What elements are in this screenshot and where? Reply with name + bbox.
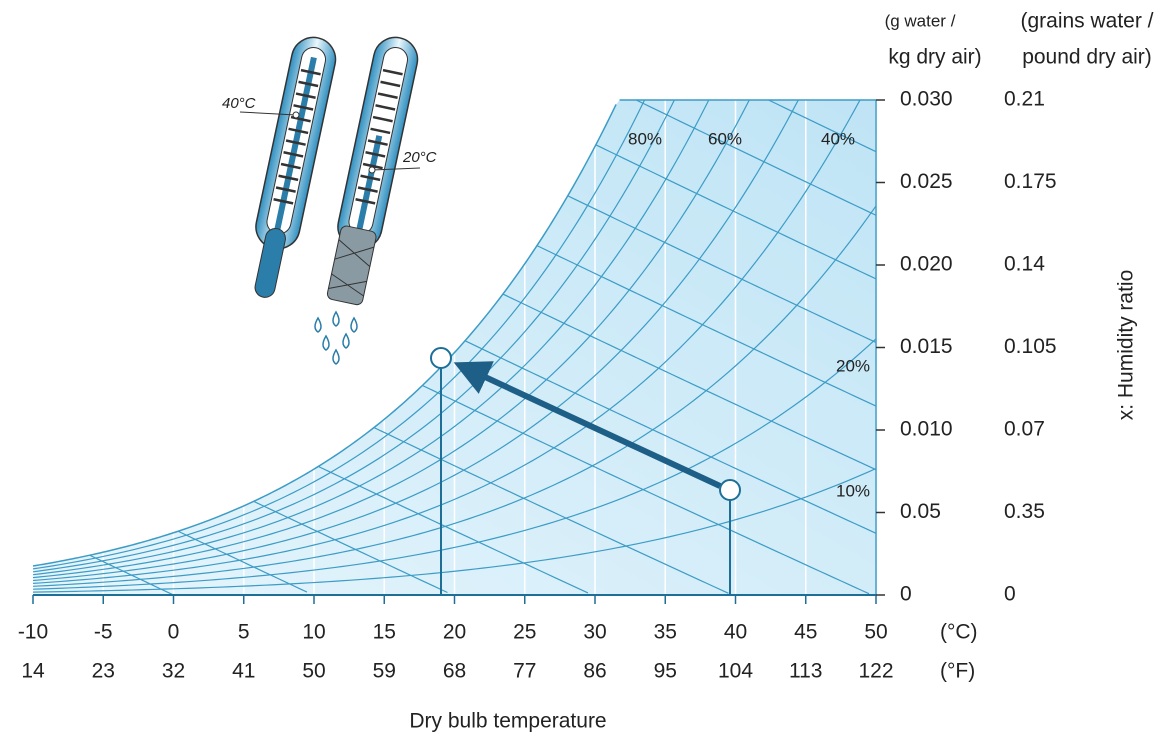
saturation-curve	[32, 104, 617, 567]
celsius-tick-label: 30	[583, 621, 606, 644]
celsius-tick-label: 15	[373, 621, 396, 644]
g-per-kg-tick-label: 0.025	[900, 170, 953, 193]
grains-tick-label: 0.14	[1004, 253, 1045, 276]
rh-label: 20%	[836, 356, 870, 375]
fahrenheit-tick-label: 122	[858, 660, 893, 683]
fahrenheit-tick-label: 50	[302, 660, 325, 683]
left-unit-line1: (g water /	[885, 11, 956, 30]
g-per-kg-tick-label: 0.020	[900, 253, 953, 276]
g-per-kg-tick-label: 0.015	[900, 335, 953, 358]
enthalpy-line	[33, 0, 876, 88]
rh-curve	[33, 100, 876, 573]
right-unit-line2: pound dry air)	[1022, 46, 1152, 69]
y-axis-title: x: Humidity ratio	[1115, 270, 1138, 421]
wet-temp-label: 20°C	[402, 149, 437, 166]
rh-curve	[33, 467, 876, 593]
fahrenheit-tick-label: 41	[232, 660, 255, 683]
celsius-tick-label: 25	[513, 621, 536, 644]
right-unit-line1: (grains water /	[1020, 10, 1153, 33]
enthalpy-line	[33, 100, 876, 280]
grains-tick-label: 0.21	[1004, 88, 1045, 111]
celsius-tick-label: 45	[794, 621, 817, 644]
celsius-tick-label: 35	[654, 621, 677, 644]
rh-label: 10%	[836, 481, 870, 500]
state-point	[430, 347, 452, 369]
state-point	[719, 479, 741, 501]
g-per-kg-tick-label: 0	[900, 583, 912, 606]
grains-tick-label: 0.35	[1004, 500, 1045, 523]
rh-label: 80%	[628, 129, 662, 148]
celsius-tick-label: -10	[18, 621, 48, 644]
rh-curve	[33, 100, 876, 576]
water-drops	[314, 310, 358, 365]
rh-label: 60%	[708, 129, 742, 148]
fahrenheit-tick-label: 77	[513, 660, 536, 683]
dry-temp-label: 40°C	[222, 95, 256, 112]
enthalpy-line	[33, 100, 876, 216]
celsius-tick-label: 10	[302, 621, 325, 644]
clipped-region	[33, 0, 876, 595]
fahrenheit-tick-label: 14	[21, 660, 45, 683]
fahrenheit-unit: (°F)	[940, 660, 975, 683]
rh-curve	[33, 205, 876, 587]
grains-tick-label: 0.07	[1004, 418, 1045, 441]
g-per-kg-tick-label: 0.030	[900, 88, 953, 111]
celsius-tick-label: 0	[168, 621, 180, 644]
enthalpy-line	[33, 0, 876, 24]
celsius-unit: (°C)	[940, 621, 978, 644]
celsius-tick-label: 50	[864, 621, 887, 644]
rh-label: 40%	[821, 129, 855, 148]
chart-area: -10 14 -5 23 0 32 5 41 10 50 15 59 20 68 25 77 30 86 35 95 4…	[18, 0, 1057, 683]
dry-thermometer	[254, 36, 337, 298]
celsius-tick-label: -5	[94, 621, 113, 644]
celsius-tick-label: 40	[724, 621, 747, 644]
fahrenheit-tick-label: 86	[583, 660, 606, 683]
fahrenheit-tick-label: 32	[162, 660, 185, 683]
fahrenheit-tick-label: 59	[373, 660, 396, 683]
g-per-kg-tick-label: 0.010	[900, 418, 953, 441]
rh-curve	[33, 100, 876, 579]
celsius-tick-label: 5	[238, 621, 250, 644]
celsius-tick-label: 20	[443, 621, 466, 644]
rh-curve	[33, 100, 876, 585]
rh-curve	[33, 100, 876, 582]
grains-tick-label: 0.105	[1004, 335, 1057, 358]
fahrenheit-tick-label: 113	[789, 660, 822, 683]
wet-thermometer	[326, 36, 419, 306]
grains-tick-label: 0.175	[1004, 170, 1057, 193]
fahrenheit-tick-label: 23	[92, 660, 115, 683]
x-axis-title: Dry bulb temperature	[409, 710, 606, 733]
fahrenheit-tick-label: 68	[443, 660, 466, 683]
left-unit-line2: kg dry air)	[888, 46, 981, 69]
grains-tick-label: 0	[1004, 583, 1016, 606]
fahrenheit-tick-label: 95	[654, 660, 677, 683]
fahrenheit-tick-label: 104	[718, 660, 753, 683]
g-per-kg-tick-label: 0.05	[900, 500, 941, 523]
rh-curve	[33, 338, 876, 590]
process-arrow	[453, 361, 722, 489]
